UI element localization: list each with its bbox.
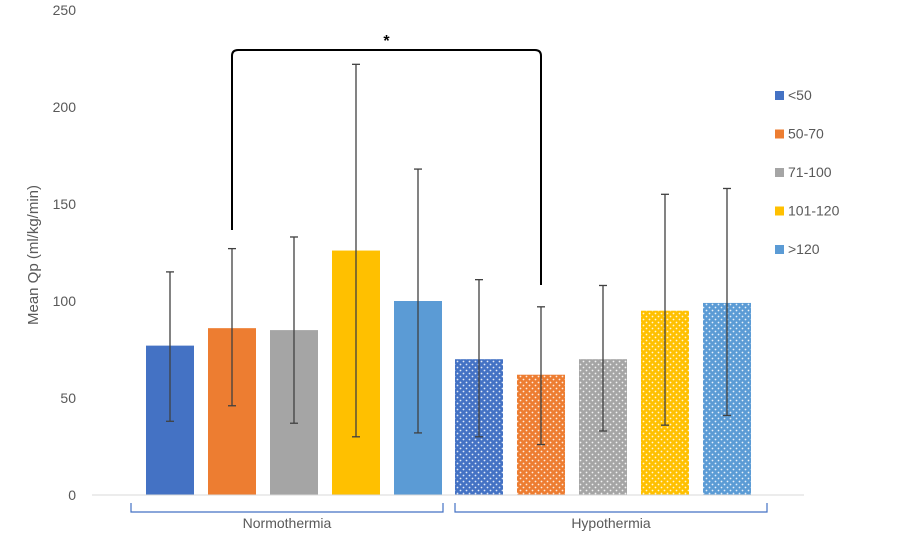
legend-label-120: >120: [788, 241, 820, 257]
legend: <50 50-70 71-100 101-120 >120: [775, 87, 840, 257]
y-axis-ticks: 0 50 100 150 200 250: [53, 2, 77, 503]
legend-swatch-101-120: [775, 206, 784, 216]
group-brackets: Normothermia Hypothermia: [130, 503, 768, 531]
y-tick-label: 50: [60, 390, 76, 406]
significance-bracket: *: [231, 33, 542, 285]
group-label-hypothermia: Hypothermia: [571, 515, 651, 531]
legend-label-101-120: 101-120: [788, 203, 840, 219]
group-bracket-hypothermia: [454, 503, 768, 513]
legend-label-71-100: 71-100: [788, 164, 832, 180]
y-tick-label: 100: [53, 293, 77, 309]
bars: [146, 250, 751, 495]
y-tick-label: 150: [53, 196, 77, 212]
legend-swatch-50: [775, 91, 784, 100]
group-label-normothermia: Normothermia: [243, 515, 332, 531]
error-bars: [166, 63, 731, 446]
y-axis-label: Mean Qp (ml/kg/min): [25, 185, 42, 325]
group-bracket-normothermia: [130, 503, 444, 513]
legend-label-50: <50: [788, 87, 812, 103]
significance-line: [231, 49, 542, 285]
legend-label-50-70: 50-70: [788, 126, 824, 142]
significance-label: *: [383, 33, 390, 50]
y-tick-label: 250: [53, 2, 77, 18]
y-tick-label: 200: [53, 99, 77, 115]
y-tick-label: 0: [68, 487, 76, 503]
legend-swatch-120: [775, 245, 784, 254]
legend-swatch-50-70: [775, 129, 784, 139]
legend-swatch-71-100: [775, 168, 784, 177]
